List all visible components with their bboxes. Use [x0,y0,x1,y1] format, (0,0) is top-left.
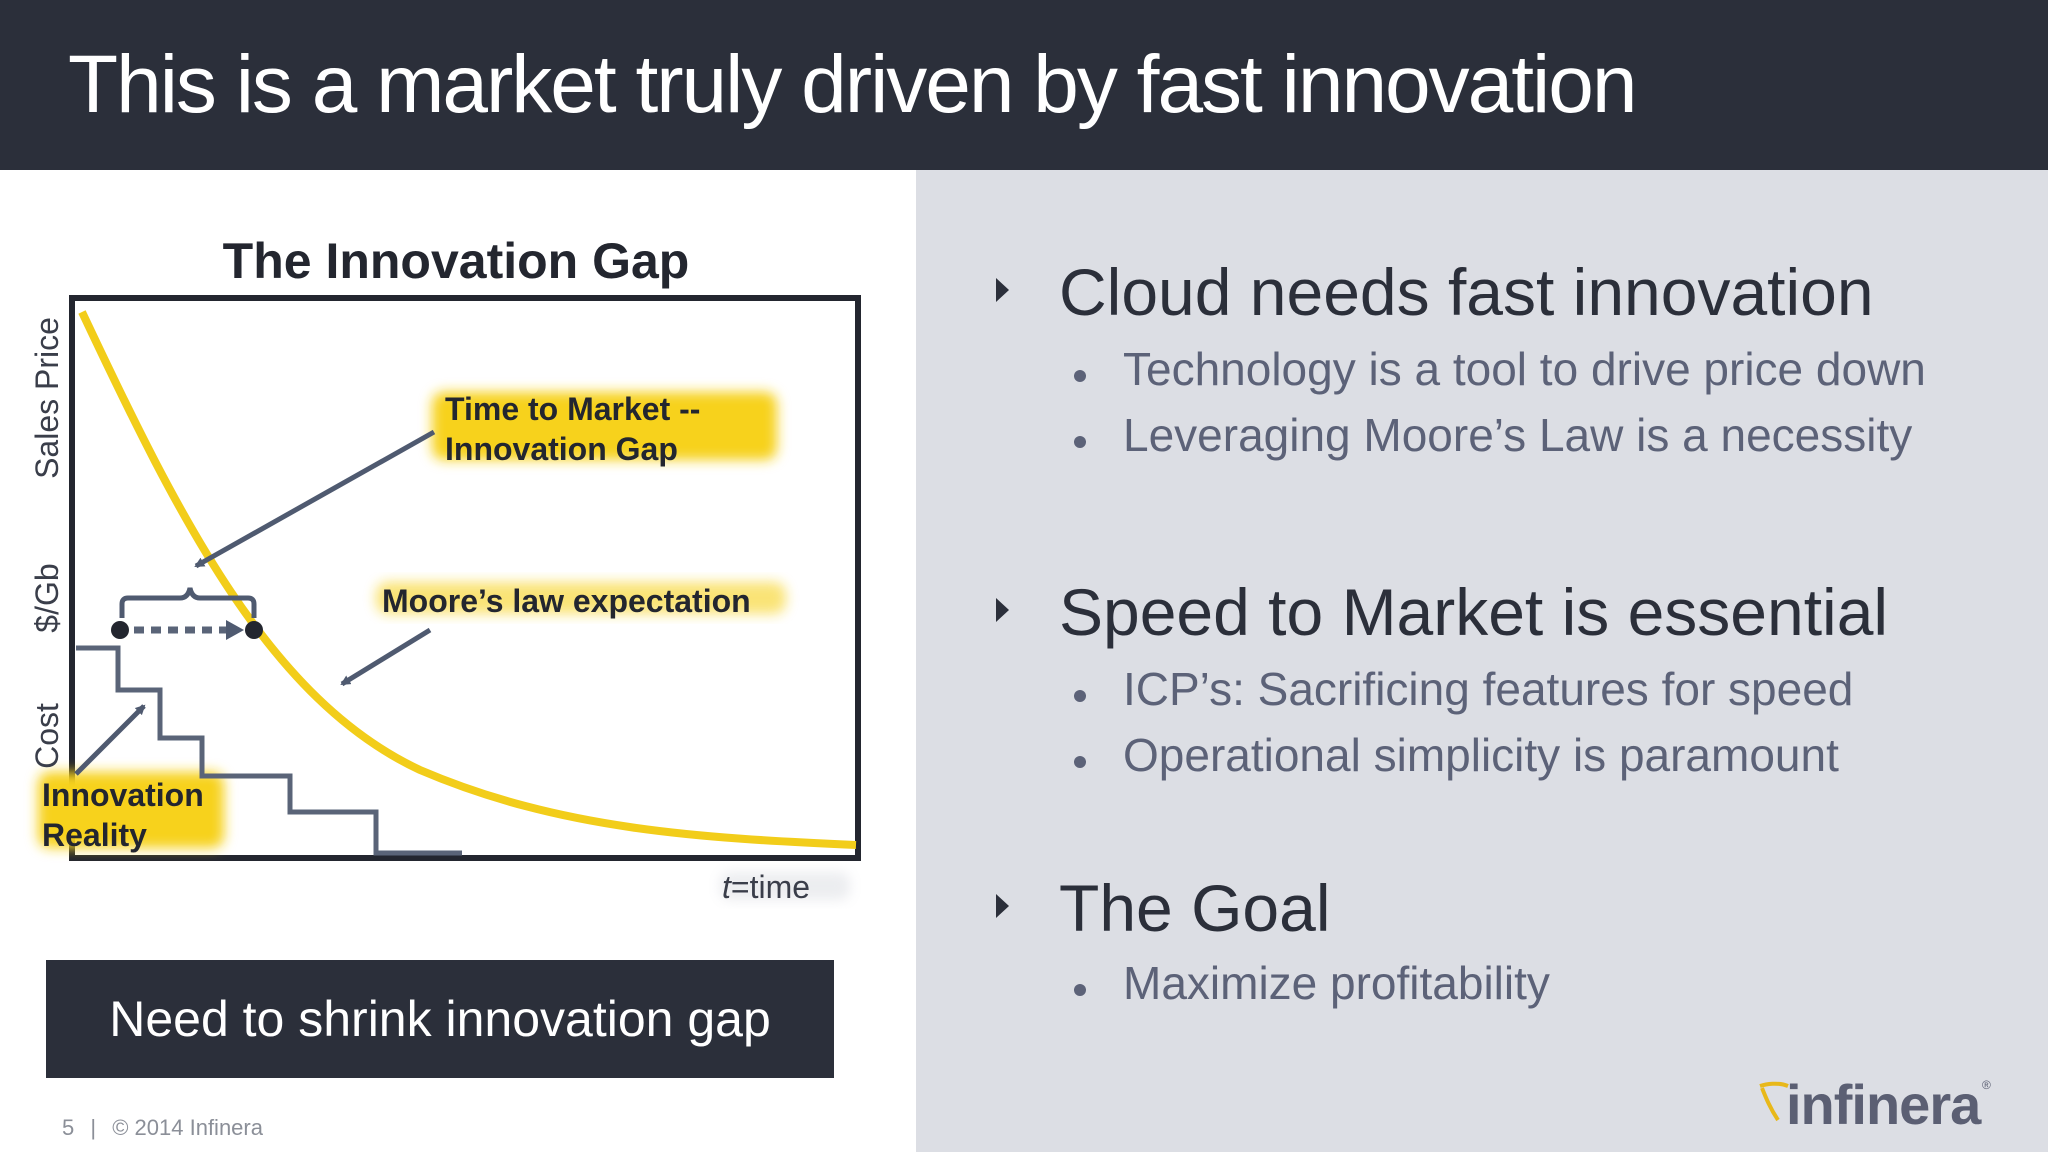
highlight-reality [38,772,224,848]
slide-title: This is a market truly driven by fast in… [68,39,1637,130]
section-item: Maximize profitability [1123,957,1550,1009]
logo-registered: ® [1982,1078,1991,1092]
section-item: ICP’s: Sacrificing features for speed [1123,663,1854,715]
annotation-reality-line1: Innovation [42,777,204,813]
footer-separator: | [90,1115,97,1140]
moores-law-pointer [340,627,432,687]
page-number: 5 [62,1115,75,1140]
y-label-sales-price: Sales Price [29,317,65,479]
reality-dot [111,621,129,639]
gap-arrowhead [226,620,244,640]
expectation-dot [245,621,263,639]
section-heading: The Goal [1059,871,1331,945]
section-heading: Cloud needs fast innovation [1059,255,1874,329]
diagram-title: The Innovation Gap [223,233,690,289]
highlight-time-label [720,872,850,900]
section-item: Technology is a tool to drive price down [1123,343,1926,395]
bullet-dot-icon [1074,690,1086,702]
section-speed: Speed to Market is essential ICP’s: Sacr… [916,490,2048,790]
y-label-cost: Cost [29,703,65,769]
highlight-time-to-market [432,392,777,460]
footer: 5 | © 2014 Infinera [62,1115,263,1141]
logo-text: infinera [1786,1073,1981,1136]
section-heading: Speed to Market is essential [1059,575,1889,649]
innovation-reality-steps [76,645,462,856]
bullet-dot-icon [1074,370,1086,382]
gap-bracket [119,587,257,618]
callout-banner: Need to shrink innovation gap [46,960,834,1078]
annotation-time-to-market-line2: Innovation Gap [445,431,678,467]
highlight-moores-law [376,582,786,614]
x-axis-label-rest: =time [731,869,810,905]
annotation-time-to-market-line1: Time to Market -- [445,391,700,427]
section-item: Operational simplicity is paramount [1123,729,1839,781]
bullet-dot-icon [1074,756,1086,768]
bullet-dot-icon [1074,436,1086,448]
footer-copyright: © 2014 Infinera [112,1115,263,1140]
y-label-dollar-per-gb: $/Gb [29,563,65,632]
logo-mark-icon [1759,1081,1789,1122]
bullet-dot-icon [1074,984,1086,996]
section-cloud: Cloud needs fast innovation Technology i… [916,170,2048,470]
section-goal: The Goal Maximize profitability [916,784,2048,1024]
title-bar: This is a market truly driven by fast in… [0,0,2048,170]
section-arrow-icon [996,278,1009,302]
x-axis-label: t=time [722,869,810,905]
moores-law-curve [78,310,857,849]
reality-pointer [74,704,146,776]
section-arrow-icon [996,598,1009,622]
annotation-reality-line2: Reality [42,817,147,853]
infinera-logo: infinera ® [1756,1072,1991,1136]
annotation-moores-law: Moore’s law expectation [382,583,751,619]
section-item: Leveraging Moore’s Law is a necessity [1123,409,1913,461]
x-axis-label-italic: t [722,869,732,905]
right-panel [916,170,2048,1152]
time-to-market-pointer [194,429,436,569]
section-arrow-icon [996,894,1009,918]
innovation-gap-diagram: The Innovation Gap Time to Market -- Inn… [29,233,861,905]
